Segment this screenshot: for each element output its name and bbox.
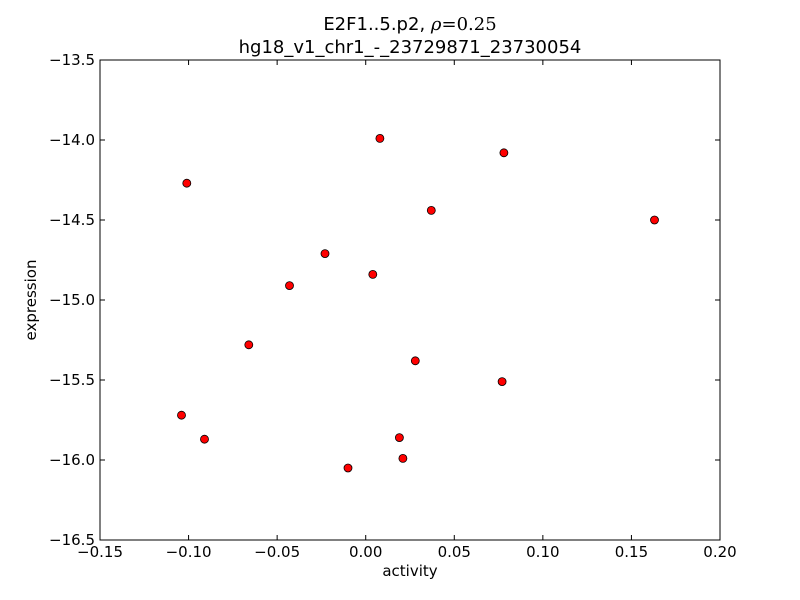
chart-subtitle: hg18_v1_chr1_-_23729871_23730054: [239, 37, 582, 58]
x-tick-label-6: 0.15: [615, 543, 648, 561]
ticks-layer: −0.15 −0.10 −0.05 0.00 0.05 0.10 0.15 0.20 −13.5…: [49, 51, 737, 561]
data-point-14: [394, 433, 404, 443]
data-point-15: [398, 453, 408, 463]
data-point-8: [285, 281, 294, 291]
x-axis-label: activity: [382, 562, 437, 580]
data-point-10: [410, 356, 420, 366]
data-point-4: [426, 205, 436, 215]
data-point-12: [177, 410, 186, 420]
x-tick-label-0: −0.15: [77, 543, 123, 561]
x-tick-label-5: 0.10: [526, 543, 559, 561]
data-point-2: [499, 148, 509, 158]
data-point-6: [320, 249, 330, 259]
chart-title-rho-symbol: ρ: [430, 14, 442, 35]
data-point-1: [375, 133, 385, 143]
x-tick-label-1: −0.10: [166, 543, 212, 561]
plot-frame: [99, 59, 721, 541]
y-tick-label-2: −14.5: [49, 211, 95, 229]
x-tick-label-4: 0.05: [438, 543, 471, 561]
y-tick-label-3: −15.0: [49, 291, 95, 309]
chart-title-prefix: E2F1..5.p2,: [323, 14, 425, 35]
y-tick-label-5: −16.0: [49, 451, 95, 469]
chart-title-rho-value: =0.25: [442, 14, 497, 35]
data-point-9: [244, 340, 254, 350]
y-tick-label-0: −13.5: [49, 51, 95, 69]
y-tick-label-4: −15.5: [49, 371, 95, 389]
points-layer: [177, 133, 659, 473]
plot-area: [100, 60, 720, 540]
data-point-5: [650, 215, 659, 225]
data-point-3: [182, 178, 192, 188]
x-tick-label-7: 0.20: [703, 543, 736, 561]
x-tick-label-2: −0.05: [254, 543, 300, 561]
data-point-13: [200, 434, 209, 444]
y-tick-label-1: −14.0: [49, 131, 95, 149]
chart-title: E2F1..5.p2, ρ=0.25: [323, 14, 496, 35]
data-point-16: [343, 463, 353, 473]
y-tick-label-6: −16.5: [49, 531, 95, 549]
x-tick-label-3: 0.00: [349, 543, 382, 561]
y-axis-label: expression: [22, 260, 40, 341]
data-point-11: [497, 377, 507, 387]
data-point-7: [368, 269, 378, 279]
